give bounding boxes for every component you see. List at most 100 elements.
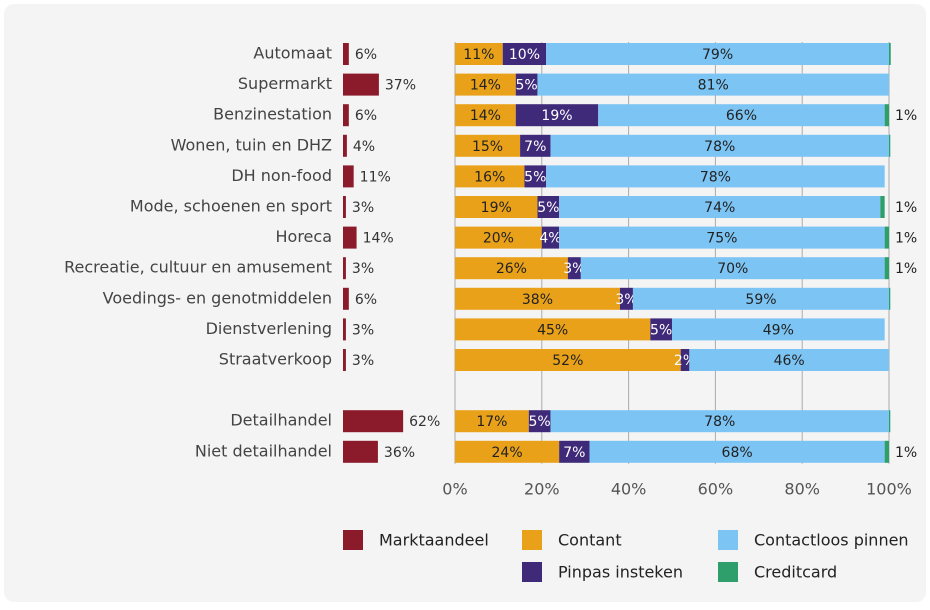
segment (537, 73, 889, 96)
segment (455, 104, 516, 127)
segment-label: 26% (496, 261, 527, 277)
segment-label: 1% (895, 231, 917, 247)
segment-label: 7% (524, 139, 546, 155)
market-share-bar (343, 226, 357, 249)
market-share-label: 3% (352, 200, 374, 216)
category-label: Recreatie, cultuur en amusement (64, 258, 332, 277)
x-tick-label: 100% (866, 479, 912, 498)
segment (884, 226, 889, 249)
segment-label: 78% (700, 169, 731, 185)
category-label: Benzinestation (213, 105, 332, 124)
segment-label: 1% (895, 445, 917, 461)
segment (455, 257, 568, 280)
category-label: Voedings- en genotmiddelen (103, 288, 332, 307)
segment (537, 196, 560, 218)
market-share-label: 37% (385, 78, 416, 94)
market-share-label: 62% (409, 414, 440, 430)
segment (889, 134, 891, 157)
segment-label: 1% (895, 261, 917, 277)
segment-label: 24% (492, 445, 523, 461)
market-share-bar (343, 196, 346, 218)
segment-label: 45% (537, 322, 568, 338)
segment (559, 440, 590, 463)
segment (559, 196, 881, 218)
segment-label: 10% (509, 47, 540, 63)
segment (580, 257, 885, 280)
segment (567, 257, 581, 280)
segment-label: 5% (537, 200, 559, 216)
segment-label: 1% (895, 108, 917, 124)
segment-label: 81% (698, 78, 729, 94)
market-share-label: 6% (355, 47, 377, 63)
segment-label: 15% (472, 139, 503, 155)
legend-swatch (522, 530, 542, 550)
category-label: Mode, schoenen en sport (130, 197, 332, 216)
market-share-label: 36% (384, 445, 415, 461)
segment-label: 20% (483, 231, 514, 247)
market-share-label: 3% (352, 353, 374, 369)
segment-label: 74% (704, 200, 735, 216)
market-share-bar (343, 104, 349, 127)
category-label: Niet detailhandel (195, 441, 332, 460)
legend-swatch (718, 562, 738, 582)
segment-label: 16% (474, 169, 505, 185)
segment-label: 5% (650, 322, 672, 338)
segment-label: 14% (470, 108, 501, 124)
segment (515, 73, 538, 96)
category-label: Detailhandel (230, 411, 332, 430)
segment (455, 73, 516, 96)
segment-label: 19% (481, 200, 512, 216)
segment-label: 7% (563, 445, 585, 461)
segment-label: 78% (704, 139, 735, 155)
segment-label: 3% (615, 292, 637, 308)
segment-label: 19% (541, 108, 572, 124)
segment (550, 134, 889, 157)
market-share-bar (343, 43, 349, 65)
segment-label: 75% (706, 231, 737, 247)
segment-label: 1% (895, 200, 917, 216)
segment (520, 134, 551, 157)
category-label: Straatverkoop (219, 350, 332, 369)
segment-label: 38% (522, 292, 553, 308)
market-share-bar (343, 349, 346, 371)
segment (550, 410, 889, 433)
segment (455, 440, 560, 463)
segment-label: 70% (717, 261, 748, 277)
segment (546, 43, 889, 65)
category-label: Dienstverlening (206, 319, 332, 338)
legend-label: Contant (558, 531, 622, 550)
segment (884, 440, 889, 463)
legend-swatch (718, 530, 738, 550)
segment-label: 66% (726, 108, 757, 124)
market-share-bar (343, 410, 404, 433)
market-share-label: 6% (355, 108, 377, 124)
category-label: Wonen, tuin en DHZ (171, 135, 332, 154)
segment (689, 349, 889, 371)
segment-label: 49% (763, 322, 794, 338)
segment-label: 5% (516, 78, 538, 94)
segment (502, 43, 547, 65)
category-label: DH non-food (231, 166, 332, 185)
market-share-bar (343, 165, 354, 188)
legend-label: Creditcard (754, 563, 837, 582)
market-share-bar (343, 73, 379, 96)
segment-label: 5% (529, 414, 551, 430)
market-share-bar (343, 257, 346, 280)
market-share-bar (343, 287, 349, 310)
segment-label: 11% (463, 47, 494, 63)
segment (455, 318, 651, 341)
legend-label: Marktaandeel (379, 531, 489, 550)
segment (650, 318, 672, 341)
segment (889, 43, 891, 65)
segment (589, 440, 885, 463)
segment (455, 196, 538, 218)
market-share-label: 3% (352, 322, 374, 338)
segment (884, 104, 889, 127)
segment-label: 3% (563, 261, 585, 277)
segment-label: 68% (722, 445, 753, 461)
segment (889, 287, 891, 310)
segment (455, 134, 521, 157)
x-tick-label: 40% (611, 479, 647, 498)
x-tick-label: 60% (698, 479, 734, 498)
market-share-label: 14% (363, 231, 394, 247)
